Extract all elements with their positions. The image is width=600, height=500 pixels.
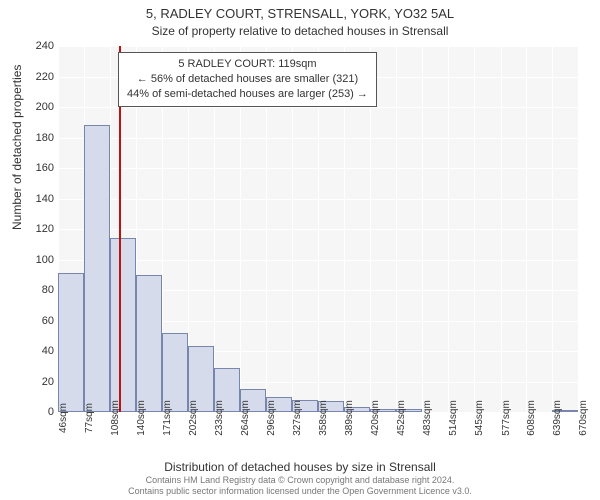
- histogram-bar: [84, 125, 110, 412]
- annotation-line-3: 44% of semi-detached houses are larger (…: [127, 87, 368, 102]
- x-tick-label: 171sqm: [162, 400, 173, 436]
- footer: Contains HM Land Registry data © Crown c…: [0, 475, 600, 498]
- x-tick-label: 202sqm: [188, 400, 199, 436]
- x-tick-label: 545sqm: [474, 400, 485, 436]
- x-tick-label: 77sqm: [84, 403, 95, 433]
- histogram-bar: [58, 273, 84, 412]
- grid-line-v: [474, 46, 475, 412]
- grid-line-v: [448, 46, 449, 412]
- grid-line-v: [526, 46, 527, 412]
- footer-line-1: Contains HM Land Registry data © Crown c…: [0, 475, 600, 486]
- x-tick-label: 608sqm: [526, 400, 537, 436]
- y-tick-label: 0: [24, 406, 54, 418]
- grid-line-v: [422, 46, 423, 412]
- x-tick-label: 46sqm: [58, 403, 69, 433]
- x-tick-label: 452sqm: [396, 400, 407, 436]
- x-tick-label: 264sqm: [240, 400, 251, 436]
- histogram-bar: [136, 275, 162, 412]
- x-tick-label: 670sqm: [578, 400, 589, 436]
- x-tick-label: 327sqm: [292, 400, 303, 436]
- grid-line-v: [552, 46, 553, 412]
- chart-container: 5, RADLEY COURT, STRENSALL, YORK, YO32 5…: [0, 0, 600, 500]
- x-tick-label: 639sqm: [552, 400, 563, 436]
- y-tick-label: 20: [24, 376, 54, 388]
- x-tick-label: 233sqm: [214, 400, 225, 436]
- y-axis-label: Number of detached properties: [10, 65, 24, 230]
- grid-line-v: [501, 46, 502, 412]
- x-tick-label: 358sqm: [318, 400, 329, 436]
- x-tick-label: 577sqm: [501, 400, 512, 436]
- y-tick-label: 60: [24, 315, 54, 327]
- page-title: 5, RADLEY COURT, STRENSALL, YORK, YO32 5…: [0, 6, 600, 21]
- y-tick-label: 160: [24, 162, 54, 174]
- plot-area: 5 RADLEY COURT: 119sqm ← 56% of detached…: [58, 46, 578, 412]
- x-tick-label: 420sqm: [370, 400, 381, 436]
- annotation-box: 5 RADLEY COURT: 119sqm ← 56% of detached…: [118, 52, 377, 107]
- annotation-line-1: 5 RADLEY COURT: 119sqm: [127, 57, 368, 72]
- y-tick-label: 180: [24, 132, 54, 144]
- x-tick-label: 140sqm: [136, 400, 147, 436]
- y-tick-label: 220: [24, 71, 54, 83]
- histogram-bar: [110, 238, 137, 412]
- grid-line-v: [578, 46, 579, 412]
- x-tick-label: 296sqm: [266, 400, 277, 436]
- x-tick-label: 514sqm: [448, 400, 459, 436]
- grid-line-v: [396, 46, 397, 412]
- page-subtitle: Size of property relative to detached ho…: [0, 24, 600, 38]
- y-tick-label: 140: [24, 193, 54, 205]
- x-tick-label: 483sqm: [422, 400, 433, 436]
- y-tick-label: 80: [24, 284, 54, 296]
- y-tick-label: 120: [24, 223, 54, 235]
- y-tick-label: 240: [24, 40, 54, 52]
- y-tick-label: 40: [24, 345, 54, 357]
- y-tick-label: 100: [24, 254, 54, 266]
- annotation-line-2: ← 56% of detached houses are smaller (32…: [127, 72, 368, 87]
- footer-line-2: Contains public sector information licen…: [0, 486, 600, 497]
- y-tick-label: 200: [24, 101, 54, 113]
- x-axis-label: Distribution of detached houses by size …: [0, 460, 600, 474]
- x-tick-label: 389sqm: [344, 400, 355, 436]
- x-tick-label: 108sqm: [110, 400, 121, 436]
